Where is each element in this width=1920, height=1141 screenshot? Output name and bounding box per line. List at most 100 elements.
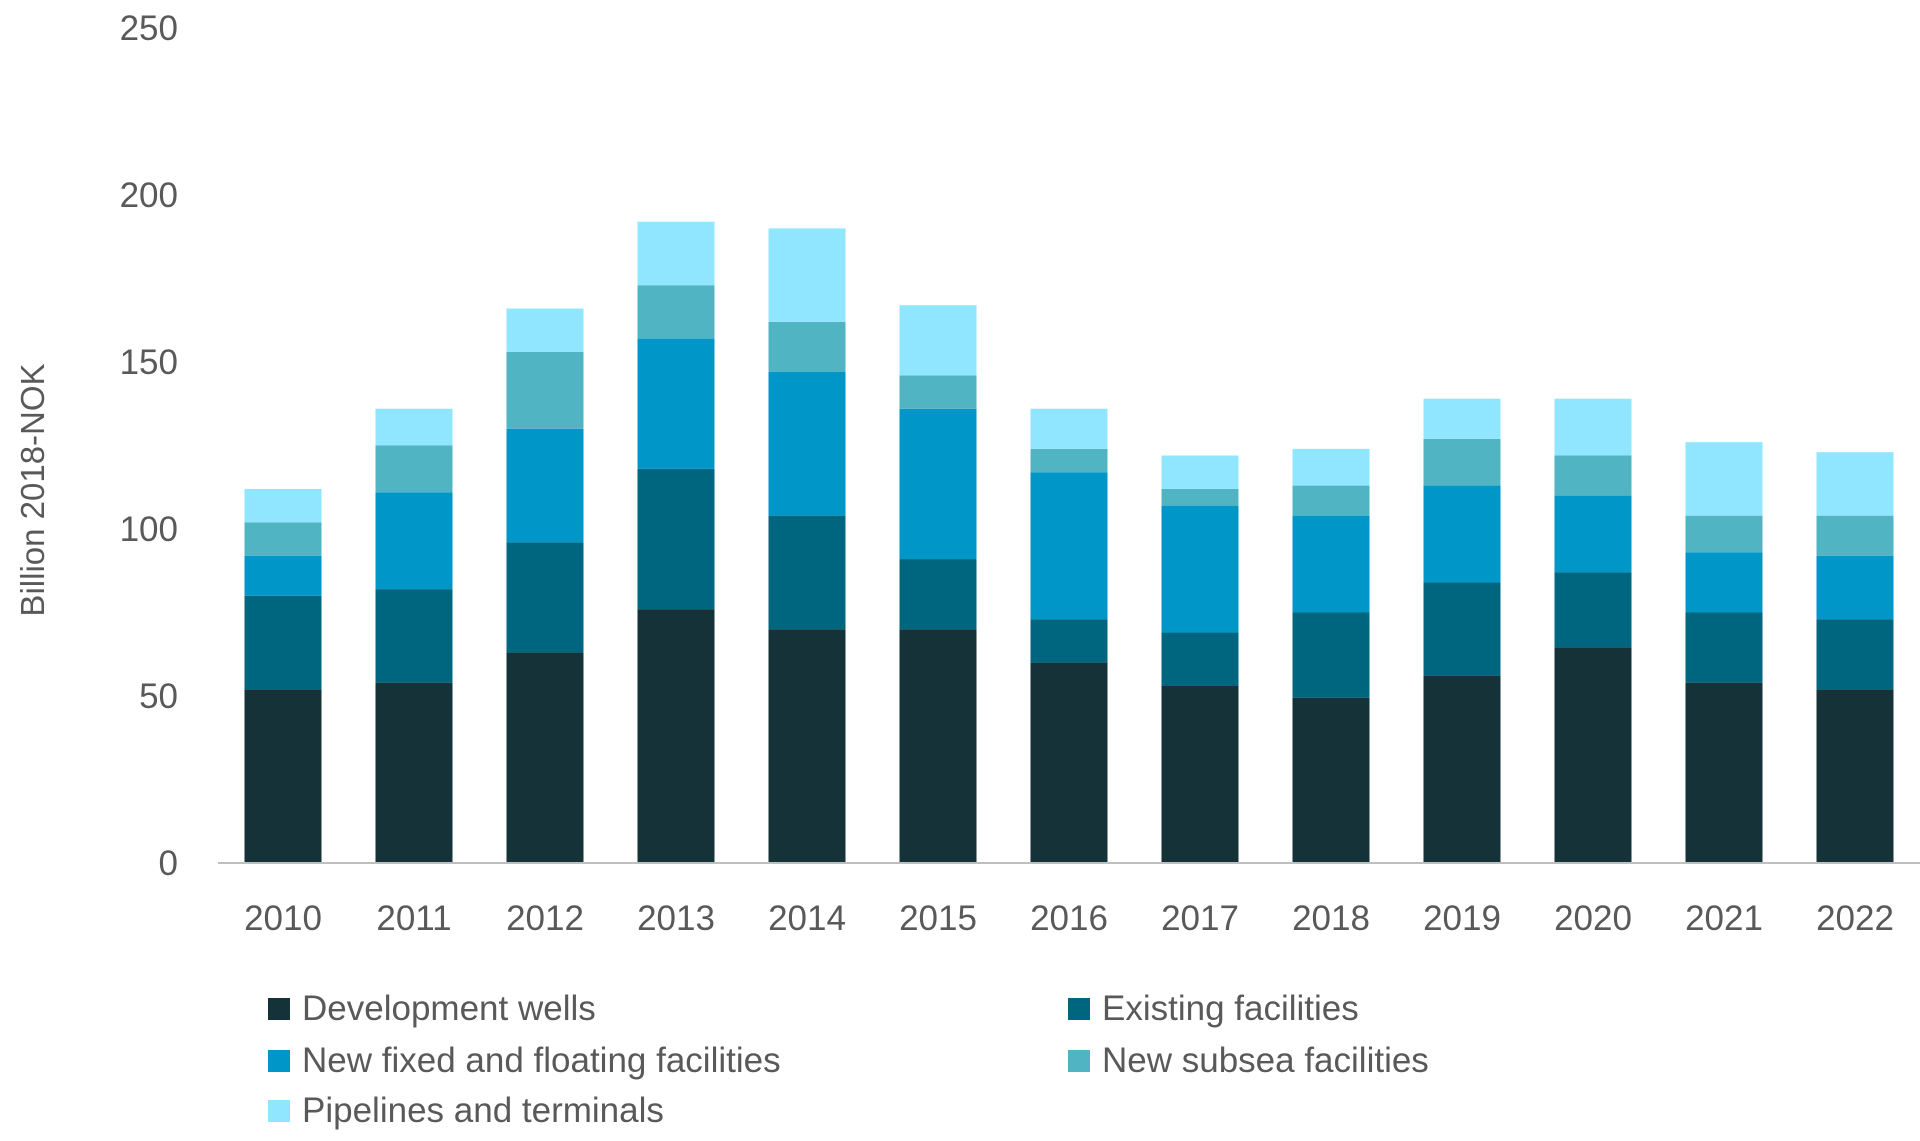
bar-segment-new-fixed-and-floating-facilities-2019 [1423, 485, 1501, 583]
legend-item: Existing facilities [1068, 989, 1359, 1029]
y-tick-label: 250 [120, 9, 178, 48]
bar-segment-existing-facilities-2010 [244, 595, 322, 690]
x-tick-label: 2011 [376, 899, 451, 938]
bar-segment-pipelines-and-terminals-2013 [637, 221, 715, 286]
bar-segment-development-wells-2020 [1554, 647, 1632, 863]
x-tick-label: 2014 [768, 899, 846, 938]
bar-segment-new-fixed-and-floating-facilities-2018 [1292, 515, 1370, 613]
x-tick-label: 2015 [899, 899, 977, 938]
y-tick-label: 50 [139, 677, 178, 716]
bar-segment-development-wells-2011 [375, 682, 453, 863]
bar-segment-new-subsea-facilities-2015 [899, 375, 977, 409]
bar-segment-pipelines-and-terminals-2019 [1423, 398, 1501, 439]
bar-segment-new-fixed-and-floating-facilities-2015 [899, 408, 977, 560]
bar-segment-new-subsea-facilities-2014 [768, 321, 846, 373]
bar-segment-pipelines-and-terminals-2014 [768, 228, 846, 322]
bar-segment-new-subsea-facilities-2017 [1161, 488, 1239, 506]
bar-segment-existing-facilities-2021 [1685, 612, 1763, 683]
bar-segment-new-subsea-facilities-2011 [375, 445, 453, 493]
bar-segment-new-subsea-facilities-2022 [1816, 515, 1894, 556]
x-tick-label: 2012 [506, 899, 584, 938]
x-tick-label: 2020 [1554, 899, 1632, 938]
bar-segment-existing-facilities-2014 [768, 515, 846, 630]
x-tick-label: 2018 [1292, 899, 1370, 938]
bar-segment-new-fixed-and-floating-facilities-2021 [1685, 552, 1763, 613]
bar-segment-new-fixed-and-floating-facilities-2022 [1816, 555, 1894, 620]
bar-segment-existing-facilities-2012 [506, 542, 584, 653]
x-tick-label: 2013 [637, 899, 715, 938]
bar-segment-new-fixed-and-floating-facilities-2011 [375, 492, 453, 590]
bar-segment-new-subsea-facilities-2012 [506, 351, 584, 429]
bar-segment-development-wells-2019 [1423, 675, 1501, 863]
bar-segment-pipelines-and-terminals-2020 [1554, 398, 1632, 456]
bar-segment-new-subsea-facilities-2020 [1554, 455, 1632, 496]
y-axis-label: Billion 2018-NOK [14, 363, 51, 616]
x-tick-label: 2019 [1423, 899, 1501, 938]
x-tick-label: 2022 [1816, 899, 1894, 938]
legend-label: Development wells [302, 989, 596, 1028]
legend-swatch [1068, 1050, 1090, 1072]
bar-segment-existing-facilities-2019 [1423, 582, 1501, 676]
bar-segment-existing-facilities-2017 [1161, 632, 1239, 686]
legend-label: Pipelines and terminals [302, 1091, 664, 1130]
bar-segment-existing-facilities-2011 [375, 589, 453, 683]
bar-segment-development-wells-2016 [1030, 662, 1108, 863]
bar-segment-development-wells-2013 [637, 609, 715, 863]
bar-segment-new-subsea-facilities-2013 [637, 285, 715, 339]
bar-segment-existing-facilities-2020 [1554, 572, 1632, 648]
legend-swatch [268, 998, 290, 1020]
bar-segment-development-wells-2012 [506, 652, 584, 863]
y-tick-label: 200 [120, 176, 178, 215]
bar-segment-development-wells-2014 [768, 629, 846, 863]
bar-segment-existing-facilities-2013 [637, 468, 715, 610]
bar-segment-pipelines-and-terminals-2021 [1685, 442, 1763, 516]
bar-segment-new-fixed-and-floating-facilities-2013 [637, 338, 715, 469]
x-tick-label: 2016 [1030, 899, 1108, 938]
legend-item: Pipelines and terminals [268, 1091, 664, 1131]
bar-segment-development-wells-2021 [1685, 682, 1763, 863]
legend-label: New fixed and floating facilities [302, 1041, 781, 1080]
bar-segment-existing-facilities-2015 [899, 559, 977, 630]
bar-segment-development-wells-2010 [244, 689, 322, 863]
x-tick-label: 2010 [244, 899, 322, 938]
bar-segment-new-fixed-and-floating-facilities-2016 [1030, 472, 1108, 620]
bar-segment-pipelines-and-terminals-2010 [244, 488, 322, 523]
bar-segment-pipelines-and-terminals-2012 [506, 308, 584, 352]
bar-segment-development-wells-2022 [1816, 689, 1894, 863]
legend-item: New fixed and floating facilities [268, 1041, 781, 1081]
bar-segment-development-wells-2015 [899, 629, 977, 863]
bar-segment-new-subsea-facilities-2019 [1423, 438, 1501, 486]
y-tick-label: 0 [159, 844, 178, 883]
bar-segment-pipelines-and-terminals-2018 [1292, 448, 1370, 486]
y-tick-label: 150 [120, 343, 178, 382]
bar-segment-pipelines-and-terminals-2022 [1816, 452, 1894, 516]
bar-segment-new-fixed-and-floating-facilities-2020 [1554, 495, 1632, 573]
bar-segment-new-subsea-facilities-2021 [1685, 515, 1763, 553]
bar-segment-existing-facilities-2022 [1816, 619, 1894, 690]
y-tick-label: 100 [120, 510, 178, 549]
bar-segment-development-wells-2018 [1292, 697, 1370, 863]
bar-segment-new-fixed-and-floating-facilities-2012 [506, 428, 584, 543]
legend-item: Development wells [268, 989, 596, 1029]
bar-segment-existing-facilities-2016 [1030, 619, 1108, 663]
bar-segment-new-fixed-and-floating-facilities-2017 [1161, 505, 1239, 633]
bar-segment-pipelines-and-terminals-2017 [1161, 455, 1239, 489]
bar-segment-development-wells-2017 [1161, 685, 1239, 863]
legend-swatch [268, 1100, 290, 1122]
bar-segment-new-subsea-facilities-2016 [1030, 448, 1108, 473]
bar-segment-new-fixed-and-floating-facilities-2010 [244, 555, 322, 596]
bar-segment-pipelines-and-terminals-2015 [899, 305, 977, 376]
x-tick-label: 2021 [1685, 899, 1763, 938]
bar-segment-existing-facilities-2018 [1292, 612, 1370, 698]
legend-swatch [268, 1050, 290, 1072]
bar-segment-pipelines-and-terminals-2016 [1030, 408, 1108, 449]
bar-segment-new-subsea-facilities-2010 [244, 522, 322, 556]
legend-label: Existing facilities [1102, 989, 1359, 1028]
x-tick-label: 2017 [1161, 899, 1239, 938]
legend-item: New subsea facilities [1068, 1041, 1429, 1081]
bar-segment-pipelines-and-terminals-2011 [375, 408, 453, 446]
legend-label: New subsea facilities [1102, 1041, 1429, 1080]
bar-segment-new-subsea-facilities-2018 [1292, 485, 1370, 516]
legend-swatch [1068, 998, 1090, 1020]
